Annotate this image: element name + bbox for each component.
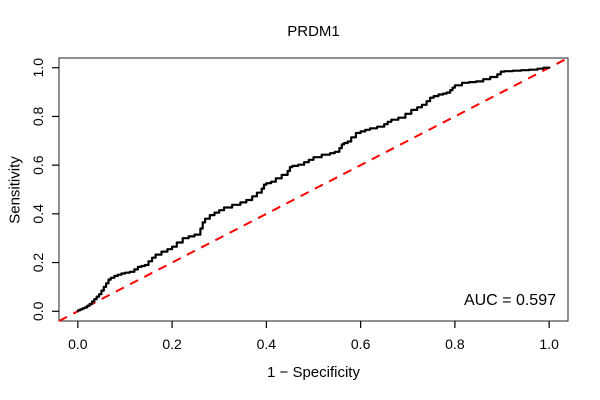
auc-annotation: AUC = 0.597 [463, 292, 556, 309]
x-tick-label: 0.0 [68, 336, 88, 352]
chart-title: PRDM1 [287, 23, 340, 40]
y-tick-label: 0.8 [30, 107, 46, 127]
x-tick-label: 0.6 [351, 336, 371, 352]
x-tick-label: 0.4 [257, 336, 277, 352]
x-tick-label: 1.0 [539, 336, 559, 352]
x-tick-label: 0.2 [162, 336, 182, 352]
y-tick-label: 0.6 [30, 155, 46, 175]
y-axis-label: Sensitivity [6, 156, 24, 224]
plot-box [58, 57, 569, 322]
roc-curve-line [76, 66, 551, 313]
y-tick-label: 0.4 [30, 204, 46, 224]
y-tick-label: 1.0 [30, 58, 46, 78]
x-axis-label: 1 − Specificity [267, 364, 360, 381]
x-tick-label: 0.8 [445, 336, 465, 352]
chance-diagonal-line [58, 57, 569, 322]
y-tick-label: 0.2 [30, 253, 46, 273]
y-tick-label: 0.0 [30, 301, 46, 321]
